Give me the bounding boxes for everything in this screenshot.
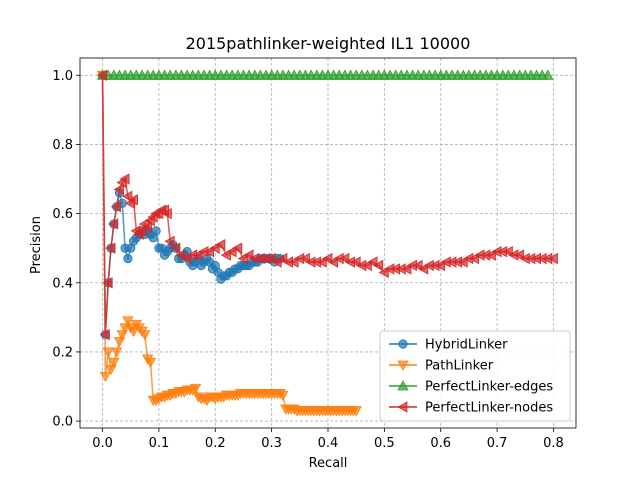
- data-point-pathlinker: [122, 316, 134, 327]
- legend-entry-pathlinker: PathLinker: [389, 359, 494, 374]
- y-tick-label: 0.8: [52, 138, 73, 153]
- data-point-perfectlinker-nodes: [110, 201, 122, 213]
- data-point-perfectlinker-nodes: [105, 242, 116, 254]
- x-tick-label: 0.8: [543, 436, 564, 451]
- x-tick-label: 0.1: [149, 436, 170, 451]
- data-point-hybridlinker: [151, 226, 161, 236]
- legend-label: PerfectLinker-edges: [425, 380, 553, 395]
- data-point-perfectlinker-nodes: [141, 221, 153, 234]
- data-point-pathlinker: [350, 406, 362, 417]
- y-tick-label: 0.4: [52, 276, 73, 291]
- data-point-perfectlinker-nodes: [372, 259, 384, 272]
- legend-label: PathLinker: [425, 359, 494, 374]
- data-point-perfectlinker-nodes: [231, 242, 243, 254]
- x-tick-label: 0.5: [374, 436, 395, 451]
- legend-label: PerfectLinker-nodes: [425, 401, 553, 416]
- ticks: 0.0 0.1 0.2 0.3 0.4 0.5 0.6 0.7 0.8 0.0 0.2 0.4 0.6 0…: [52, 69, 563, 451]
- data-point-pathlinker: [102, 347, 114, 358]
- legend-entry-perfectlinker-nodes: PerfectLinker-nodes: [389, 401, 553, 416]
- data-point-perfectlinker-nodes: [547, 252, 558, 265]
- data-point-perfectlinker-nodes: [113, 183, 124, 196]
- data-point-perfectlinker-nodes: [164, 235, 175, 247]
- legend-marker: [397, 360, 409, 371]
- series-layer: [96, 69, 558, 417]
- data-point-perfectlinker-edges: [542, 69, 554, 80]
- x-axis-label: Recall: [309, 456, 348, 471]
- data-point-pathlinker: [110, 347, 123, 358]
- data-point-pathlinker: [144, 357, 157, 369]
- x-tick-label: 0.2: [205, 436, 226, 451]
- series-perfectlinker-edges: [96, 69, 554, 80]
- data-point-perfectlinker-nodes: [119, 173, 130, 185]
- data-point-perfectlinker-nodes: [215, 239, 226, 251]
- data-point-pathlinker: [99, 371, 112, 382]
- legend-entry-hybridlinker: HybridLinker: [389, 338, 508, 353]
- data-point-hybridlinker: [123, 253, 133, 264]
- legend-entry-perfectlinker-edges: PerfectLinker-edges: [389, 380, 553, 395]
- data-point-pathlinker: [139, 330, 151, 341]
- legend-box: [379, 330, 571, 422]
- legend-label: HybridLinker: [425, 338, 508, 353]
- x-tick-label: 0.6: [430, 436, 451, 451]
- data-point-perfectlinker-nodes: [169, 242, 181, 254]
- data-point-pathlinker: [108, 357, 120, 369]
- x-tick-label: 0.7: [487, 436, 508, 451]
- series-perfectlinker-nodes: [96, 69, 558, 341]
- data-point-perfectlinker-nodes: [161, 207, 172, 220]
- y-tick-label: 0.6: [52, 207, 73, 222]
- y-tick-label: 0.2: [52, 345, 73, 360]
- legend-marker: [397, 380, 409, 391]
- data-point-pathlinker: [189, 383, 202, 395]
- x-tick-label: 0.4: [318, 436, 339, 451]
- y-axis-label: Precision: [29, 216, 44, 274]
- data-point-perfectlinker-nodes: [96, 69, 107, 81]
- x-tick-label: 0.3: [261, 436, 282, 451]
- y-tick-label: 1.0: [52, 69, 73, 84]
- legend-marker: [397, 401, 408, 413]
- chart-title: 2015pathlinker-weighted IL1 10000: [186, 34, 471, 53]
- data-point-perfectlinker-nodes: [107, 218, 119, 230]
- legend-marker: [398, 339, 408, 349]
- data-point-perfectlinker-nodes: [102, 277, 113, 289]
- series-pathlinker: [96, 70, 362, 417]
- data-point-pathlinker: [277, 390, 289, 401]
- data-point-perfectlinker-nodes: [127, 194, 138, 206]
- x-tick-label: 0.0: [92, 436, 113, 451]
- y-tick-label: 0.0: [52, 415, 73, 430]
- data-point-perfectlinker-nodes: [99, 328, 110, 341]
- legend: HybridLinker PathLinker PerfectLinker-edge…: [379, 330, 571, 422]
